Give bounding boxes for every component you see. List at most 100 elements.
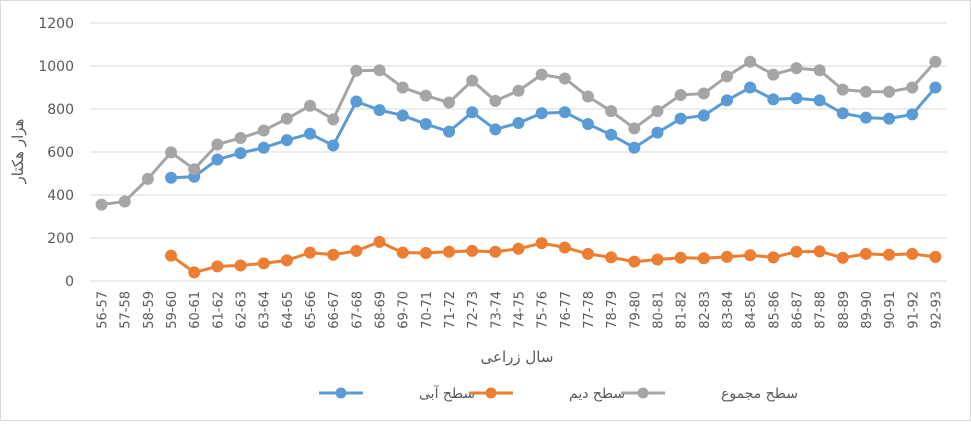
x-tick-label: 68-69: [374, 291, 389, 329]
series-line: [100, 60, 937, 207]
data-point: [304, 127, 317, 140]
gridlines: [90, 22, 947, 282]
data-point: [651, 126, 664, 139]
x-tick-label: 83-84: [721, 291, 736, 329]
x-tick-label: 75-76: [536, 291, 551, 329]
data-point: [883, 85, 896, 98]
data-point: [883, 248, 896, 261]
series-group: [95, 55, 942, 211]
data-point: [535, 68, 548, 81]
legend-label: سطح مجموع: [721, 386, 798, 402]
data-point: [211, 260, 224, 273]
data-point: [95, 198, 108, 211]
data-point: [697, 109, 710, 122]
x-tick-label: 86-87: [790, 291, 805, 329]
x-tick-label: 90-91: [883, 291, 898, 329]
data-point: [883, 112, 896, 125]
data-point: [906, 247, 919, 260]
x-tick-label: 79-80: [628, 291, 643, 329]
x-tick-label: 88-89: [837, 291, 852, 329]
data-point: [257, 141, 270, 154]
y-tick-label: 800: [47, 102, 74, 118]
series-layer: [95, 55, 942, 279]
data-point: [373, 235, 386, 248]
data-point: [396, 81, 409, 94]
data-point: [165, 146, 178, 159]
data-point: [767, 68, 780, 81]
x-tick-label: 64-65: [281, 291, 296, 329]
data-point: [535, 237, 548, 250]
data-point: [489, 123, 502, 136]
data-point: [674, 251, 687, 264]
x-tick-label: 91-92: [906, 291, 921, 329]
legend-marker-dot: [335, 387, 347, 399]
data-point: [165, 249, 178, 262]
x-tick-label: 87-88: [814, 291, 829, 329]
data-point: [466, 74, 479, 87]
data-point: [605, 105, 618, 118]
data-point: [373, 64, 386, 77]
y-tick-label: 0: [65, 274, 74, 290]
data-point: [211, 153, 224, 166]
legend-marker-dot: [485, 387, 497, 399]
data-point: [836, 107, 849, 120]
x-axis-title: سال زراعی: [481, 348, 554, 366]
data-point: [836, 83, 849, 96]
data-point: [443, 245, 456, 258]
x-tick-label: 84-85: [744, 291, 759, 329]
data-point: [419, 118, 432, 131]
x-tick-label: 66-67: [327, 291, 342, 329]
data-point: [744, 55, 757, 68]
data-point: [813, 64, 826, 77]
x-tick-label: 71-72: [443, 291, 458, 329]
data-point: [605, 128, 618, 141]
data-point: [489, 94, 502, 107]
x-tick-label: 81-82: [675, 291, 690, 329]
data-point: [581, 118, 594, 131]
data-point: [929, 81, 942, 94]
data-point: [859, 247, 872, 260]
data-point: [350, 244, 363, 257]
data-point: [929, 250, 942, 263]
x-tick-label: 85-86: [767, 291, 782, 329]
x-tick-label: 92-93: [929, 291, 944, 329]
data-point: [674, 89, 687, 102]
data-point: [512, 242, 525, 255]
data-point: [466, 106, 479, 119]
y-axis-title: هزار هکتار: [9, 118, 27, 184]
data-point: [234, 147, 247, 160]
data-point: [304, 246, 317, 259]
data-point: [558, 106, 571, 119]
data-point: [165, 171, 178, 184]
data-point: [906, 81, 919, 94]
series-group: [165, 81, 942, 184]
x-tick-label: 60-61: [188, 291, 203, 329]
data-point: [535, 107, 548, 120]
data-point: [720, 250, 733, 263]
data-point: [628, 255, 641, 268]
data-point: [929, 55, 942, 68]
data-point: [790, 245, 803, 258]
data-point: [790, 62, 803, 75]
x-tick-label: 70-71: [420, 291, 435, 329]
data-point: [628, 122, 641, 135]
x-tick-label: 82-83: [698, 291, 713, 329]
data-point: [674, 112, 687, 125]
data-point: [304, 99, 317, 112]
x-tick-label: 74-75: [513, 291, 528, 329]
data-point: [605, 251, 618, 264]
data-point: [419, 89, 432, 102]
data-point: [280, 112, 293, 125]
legend: سطح آبی سطح دیم سطح مجموع: [319, 385, 798, 402]
series-line: [169, 240, 937, 274]
data-point: [628, 141, 641, 154]
data-point: [720, 94, 733, 107]
x-tick-label: 89-90: [860, 291, 875, 329]
data-point: [512, 84, 525, 97]
y-tick-label: 400: [47, 188, 74, 204]
x-tick-label: 73-74: [489, 291, 504, 329]
x-tick-label: 56-57: [96, 291, 111, 329]
data-point: [350, 95, 363, 108]
